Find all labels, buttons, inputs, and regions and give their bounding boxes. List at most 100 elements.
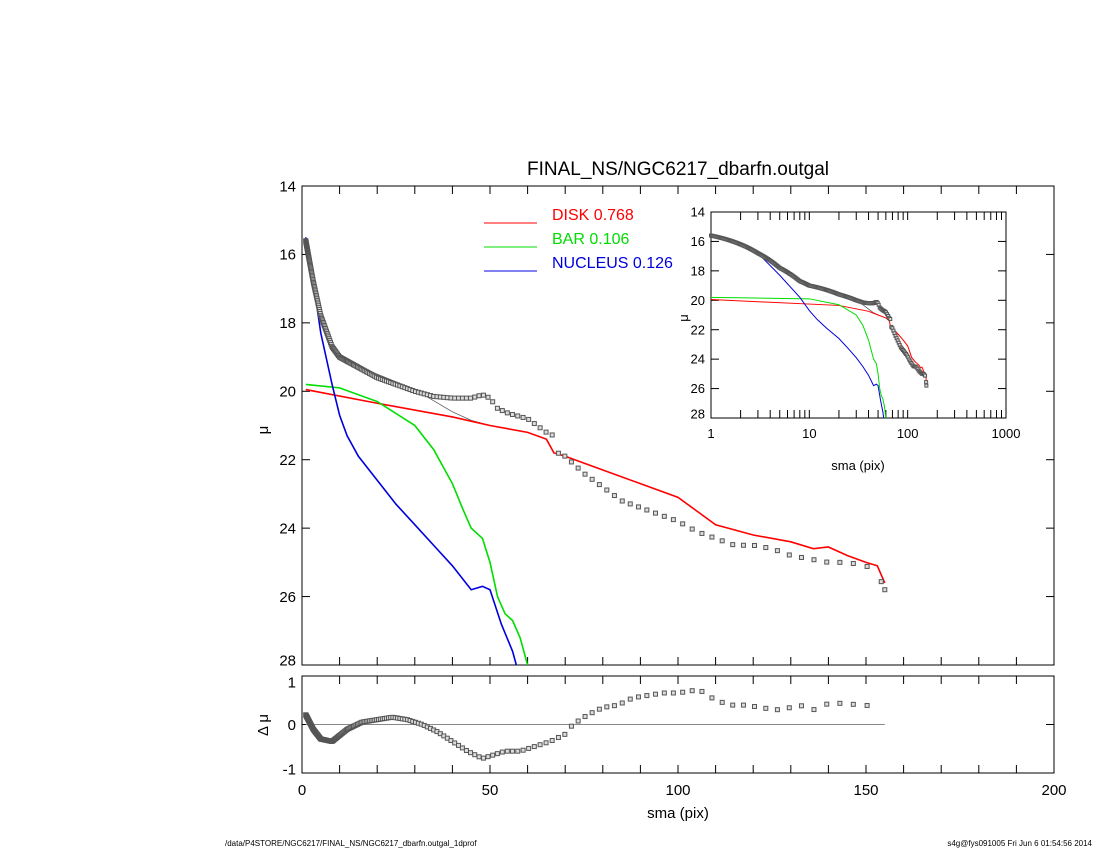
observed-point — [568, 459, 574, 465]
observed-point — [537, 425, 543, 431]
residual-point — [596, 706, 602, 712]
residual-point — [575, 718, 581, 724]
residual-point — [582, 714, 588, 720]
residual-point — [661, 690, 667, 696]
observed-point — [635, 504, 641, 510]
inset-panel: 1 10 100 1000 14 16 18 20 22 24 26 28 μ sma (pix) — [676, 205, 1020, 473]
observed-point — [611, 493, 617, 499]
inset-x-axis-label: sma (pix) — [831, 458, 884, 473]
residual-point — [468, 750, 474, 756]
observed-point — [455, 395, 461, 401]
y-tick-label: 28 — [691, 407, 705, 422]
observed-point — [627, 501, 633, 507]
residual-point — [619, 700, 625, 706]
y-tick-label: 28 — [279, 652, 296, 669]
inset-y-axis-label: μ — [676, 314, 691, 322]
x-tick-label: 1 — [707, 426, 714, 441]
observed-point — [515, 413, 521, 419]
observed-point — [763, 545, 769, 551]
observed-point — [504, 410, 510, 416]
residual-point — [543, 740, 549, 746]
observed-point — [472, 394, 478, 400]
residual-point — [740, 702, 746, 708]
series-disk-line — [711, 299, 927, 383]
residual-point — [811, 707, 817, 713]
observed-point — [619, 498, 625, 504]
observed-point — [549, 432, 555, 438]
observed-point — [526, 416, 532, 422]
observed-point — [476, 393, 482, 399]
observed-point — [490, 399, 496, 405]
residual-point — [562, 731, 568, 737]
x-tick-label: 100 — [897, 426, 919, 441]
y-tick-label: 18 — [279, 315, 296, 332]
observed-point — [604, 487, 610, 493]
observed-point — [786, 552, 792, 558]
observed-point — [459, 395, 465, 401]
residual-point — [730, 702, 736, 708]
y-tick-label: 26 — [279, 589, 296, 606]
residual-point — [837, 700, 843, 706]
observed-point — [661, 513, 667, 519]
y-tick-label: 16 — [279, 247, 296, 264]
residual-point — [537, 742, 543, 748]
residual-point — [670, 690, 676, 696]
y-tick-label: 20 — [279, 384, 296, 401]
y-tick-label: 14 — [279, 178, 296, 195]
chart-title: FINAL_NS/NGC6217_dbarfn.outgal — [527, 159, 829, 180]
residual-point — [504, 748, 510, 754]
residual-point — [604, 704, 610, 710]
plot-frame — [710, 211, 1007, 419]
observed-point — [468, 395, 474, 401]
residual-point — [526, 745, 532, 751]
legend-label-bar: BAR 0.106 — [552, 231, 629, 248]
observed-point — [923, 373, 928, 378]
residual-point — [864, 702, 870, 708]
observed-point — [480, 392, 486, 398]
x-tick-label: 200 — [1041, 782, 1066, 799]
residual-point — [515, 748, 521, 754]
legend-label-disk: DISK 0.768 — [552, 207, 634, 224]
y-tick-label: 26 — [691, 381, 705, 396]
footer-path: /data/P4STORE/NGC6217/FINAL_NS/NGC6217_d… — [225, 839, 477, 848]
observed-point — [520, 414, 526, 420]
x-tick-label: 150 — [853, 782, 878, 799]
residual-point — [520, 747, 526, 753]
observed-point — [499, 408, 505, 414]
observed-point — [689, 526, 695, 532]
observed-point — [589, 476, 595, 482]
residual-point — [774, 707, 780, 713]
observed-point — [575, 465, 581, 471]
y-tick-label: 16 — [691, 234, 705, 249]
x-tick-label: 100 — [665, 782, 690, 799]
y-tick-label: 1 — [288, 674, 296, 691]
residual-point — [719, 699, 725, 705]
observed-point — [494, 405, 500, 411]
residual-point — [472, 752, 478, 758]
observed-point — [864, 563, 870, 569]
observed-point — [680, 521, 686, 527]
observed-point — [837, 559, 843, 565]
observed-point — [882, 587, 888, 593]
residual-point — [555, 734, 561, 740]
residual-point — [850, 701, 856, 707]
y-tick-label: 18 — [691, 263, 705, 278]
observed-point — [699, 530, 705, 536]
observed-point — [596, 482, 602, 488]
y-axis-label: μ — [255, 426, 272, 435]
observed-point — [774, 548, 780, 554]
y-tick-label: 0 — [288, 717, 296, 734]
observed-point — [924, 380, 929, 385]
series-nucleus-line — [711, 233, 885, 418]
footer-stamp: s4g@fys091005 Fri Jun 6 01:54:56 2014 — [947, 839, 1092, 848]
observed-point — [531, 421, 537, 427]
observed-point — [555, 450, 561, 456]
observed-point — [878, 579, 884, 585]
residual-point — [485, 754, 491, 760]
residual-point — [652, 691, 658, 697]
residual-point — [494, 751, 500, 757]
y-tick-label: 14 — [691, 205, 705, 220]
residual-point — [680, 689, 686, 695]
residual-point — [531, 744, 537, 750]
